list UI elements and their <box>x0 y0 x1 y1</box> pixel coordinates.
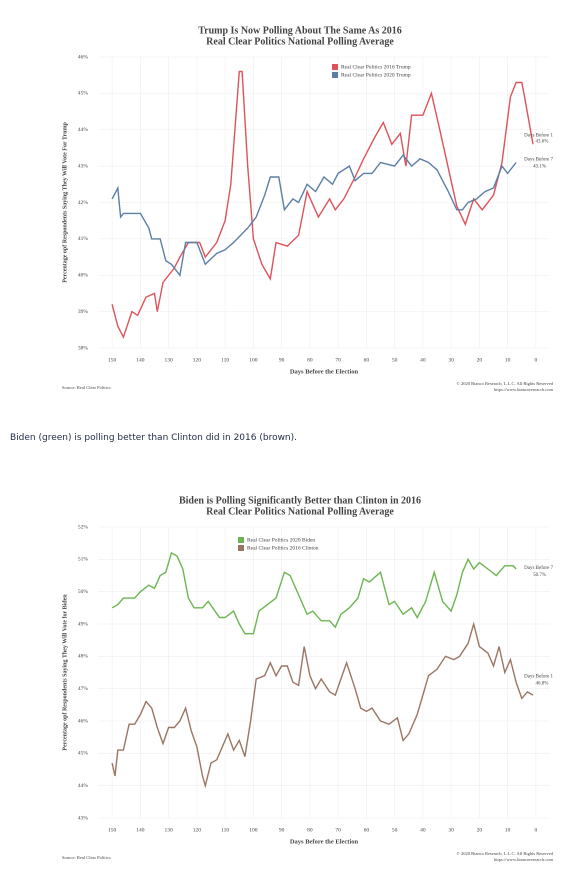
legend-swatch <box>238 537 244 543</box>
x-tick-label: 20 <box>477 357 483 363</box>
x-tick-label: 40 <box>420 827 426 833</box>
legend-label: Real Clear Politics 2016 Clinton <box>247 545 319 551</box>
x-tick-label: 30 <box>448 357 454 363</box>
copyright: © 2020 Bianco Research, L.L.C. All Right… <box>456 381 553 387</box>
legend-label: Real Clear Politics 2020 Trump <box>341 72 411 78</box>
caption: Biden (green) is polling better than Cli… <box>10 433 298 443</box>
x-tick-label: 100 <box>249 357 258 363</box>
url: https://www.biancoresearch.com <box>494 387 553 392</box>
x-tick-label: 100 <box>249 827 258 833</box>
x-tick-label: 20 <box>477 827 483 833</box>
y-tick-label: 50% <box>78 589 89 595</box>
x-axis-label: Days Before the Election <box>290 368 359 375</box>
y-tick-label: 49% <box>78 621 89 627</box>
x-tick-label: 60 <box>364 357 370 363</box>
x-tick-label: 150 <box>108 827 117 833</box>
y-tick-label: 43% <box>78 163 89 169</box>
end-note: Days Before 7 <box>524 158 553 163</box>
x-tick-label: 30 <box>448 827 454 833</box>
end-note: Days Before 1 <box>524 133 553 138</box>
series-line <box>111 551 517 635</box>
x-tick-label: 110 <box>221 827 229 833</box>
y-tick-label: 48% <box>78 654 89 660</box>
y-tick-label: 46% <box>78 718 89 724</box>
x-tick-label: 10 <box>505 357 511 363</box>
end-note: Days Before 1 <box>524 674 553 679</box>
x-tick-label: 110 <box>221 357 229 363</box>
x-tick-label: 90 <box>279 357 285 363</box>
y-tick-label: 44% <box>78 127 89 133</box>
x-tick-label: 10 <box>505 827 511 833</box>
url: https://www.biancoresearch.com <box>494 857 553 862</box>
y-axis-label: Percentage opf Respondents Saying They W… <box>62 122 68 283</box>
end-value: 43.1% <box>533 165 546 170</box>
legend-swatch <box>332 72 338 78</box>
y-tick-label: 39% <box>78 309 89 315</box>
series-line <box>111 154 517 277</box>
x-tick-label: 0 <box>535 357 538 363</box>
x-tick-label: 70 <box>335 827 341 833</box>
x-tick-label: 150 <box>108 357 117 363</box>
y-tick-label: 46% <box>78 54 89 60</box>
legend-label: Real Clear Politics 2020 Biden <box>247 537 315 543</box>
copyright: © 2020 Bianco Research, L.L.C. All Right… <box>456 851 553 857</box>
legend-swatch <box>238 545 244 551</box>
chart-title: Trump Is Now Polling About The Same As 2… <box>198 25 402 36</box>
chart-title: Biden is Polling Significantly Better th… <box>179 495 421 506</box>
end-value: 43.6% <box>535 139 548 144</box>
x-axis-label: Days Before the Election <box>290 838 359 845</box>
x-tick-label: 140 <box>136 827 145 833</box>
x-tick-label: 90 <box>279 827 285 833</box>
chart-subtitle: Real Clear Politics National Polling Ave… <box>206 506 394 517</box>
y-tick-label: 41% <box>78 236 89 242</box>
x-tick-label: 0 <box>535 827 538 833</box>
x-tick-label: 140 <box>136 357 145 363</box>
series-line <box>111 70 534 339</box>
x-tick-label: 120 <box>193 827 202 833</box>
x-tick-label: 80 <box>307 827 313 833</box>
y-tick-label: 47% <box>78 686 89 692</box>
chart: Biden is Polling Significantly Better th… <box>62 495 554 862</box>
y-tick-label: 43% <box>78 815 89 821</box>
end-note: Days Before 7 <box>524 566 553 571</box>
y-axis-label: Percentage opf Respondents Saying They W… <box>62 594 68 751</box>
y-tick-label: 52% <box>78 524 89 530</box>
x-tick-label: 130 <box>165 357 174 363</box>
x-tick-label: 60 <box>364 827 370 833</box>
y-tick-label: 51% <box>78 557 89 563</box>
y-tick-label: 45% <box>78 751 89 757</box>
x-tick-label: 50 <box>392 827 398 833</box>
legend-label: Real Clear Politics 2016 Trump <box>341 64 411 70</box>
source: Source: Real Clear Politics <box>62 385 111 390</box>
source: Source: Real Clear Politics <box>62 855 111 860</box>
y-tick-label: 42% <box>78 200 89 206</box>
y-tick-label: 38% <box>78 345 89 351</box>
end-value: 46.8% <box>535 681 548 686</box>
series-line <box>111 621 534 789</box>
chart-subtitle: Real Clear Politics National Polling Ave… <box>206 36 394 47</box>
x-tick-label: 70 <box>335 357 341 363</box>
y-tick-label: 45% <box>78 91 89 97</box>
y-tick-label: 40% <box>78 273 89 279</box>
x-tick-label: 130 <box>165 827 174 833</box>
x-tick-label: 50 <box>392 357 398 363</box>
x-tick-label: 80 <box>307 357 313 363</box>
end-value: 50.7% <box>533 573 546 578</box>
chart: Trump Is Now Polling About The Same As 2… <box>62 25 554 392</box>
y-tick-label: 44% <box>78 783 89 789</box>
x-tick-label: 40 <box>420 357 426 363</box>
legend-swatch <box>332 64 338 70</box>
x-tick-label: 120 <box>193 357 202 363</box>
